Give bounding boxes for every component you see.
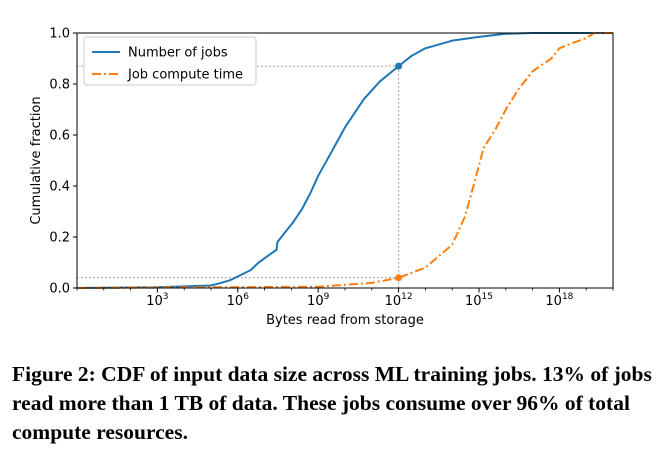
figure-caption: Figure 2: CDF of input data size across … [12,362,652,444]
x-tick-label: 1015 [465,292,493,309]
series-layer [76,32,613,289]
x-axis-label: Bytes read from storage [266,313,424,328]
y-tick-label: 1.0 [49,27,70,42]
series-marker-0 [395,62,403,70]
legend-box [83,36,257,86]
x-tick-label: 106 [227,292,250,309]
y-tick-label: 0.2 [49,231,70,246]
cdf-chart: 0.0 0.2 0.4 0.6 0.8 1.0 103 106 109 1012 1015 1018… [29,27,614,328]
x-tick-label: 103 [146,292,168,309]
y-tick-label: 0.0 [49,282,70,297]
x-tick-label: 1018 [545,292,573,309]
x-tick-label: 1012 [385,292,413,309]
y-axis-label: Cumulative fraction [29,96,44,224]
legend-label-1: Job compute time [127,68,243,83]
y-tick-label: 0.4 [49,180,70,195]
legend: Number of jobs Job compute time [83,36,257,86]
x-tick-label: 109 [307,292,330,309]
y-tick-label: 0.6 [49,129,70,144]
series-marker-1 [395,274,403,282]
x-axis: 103 106 109 1012 1015 1018 [76,288,614,309]
series-line-0 [76,32,613,289]
reference-lines [77,65,400,288]
y-tick-label: 0.8 [49,78,70,93]
legend-label-0: Number of jobs [128,46,228,61]
y-axis: 0.0 0.2 0.4 0.6 0.8 1.0 [49,27,77,297]
